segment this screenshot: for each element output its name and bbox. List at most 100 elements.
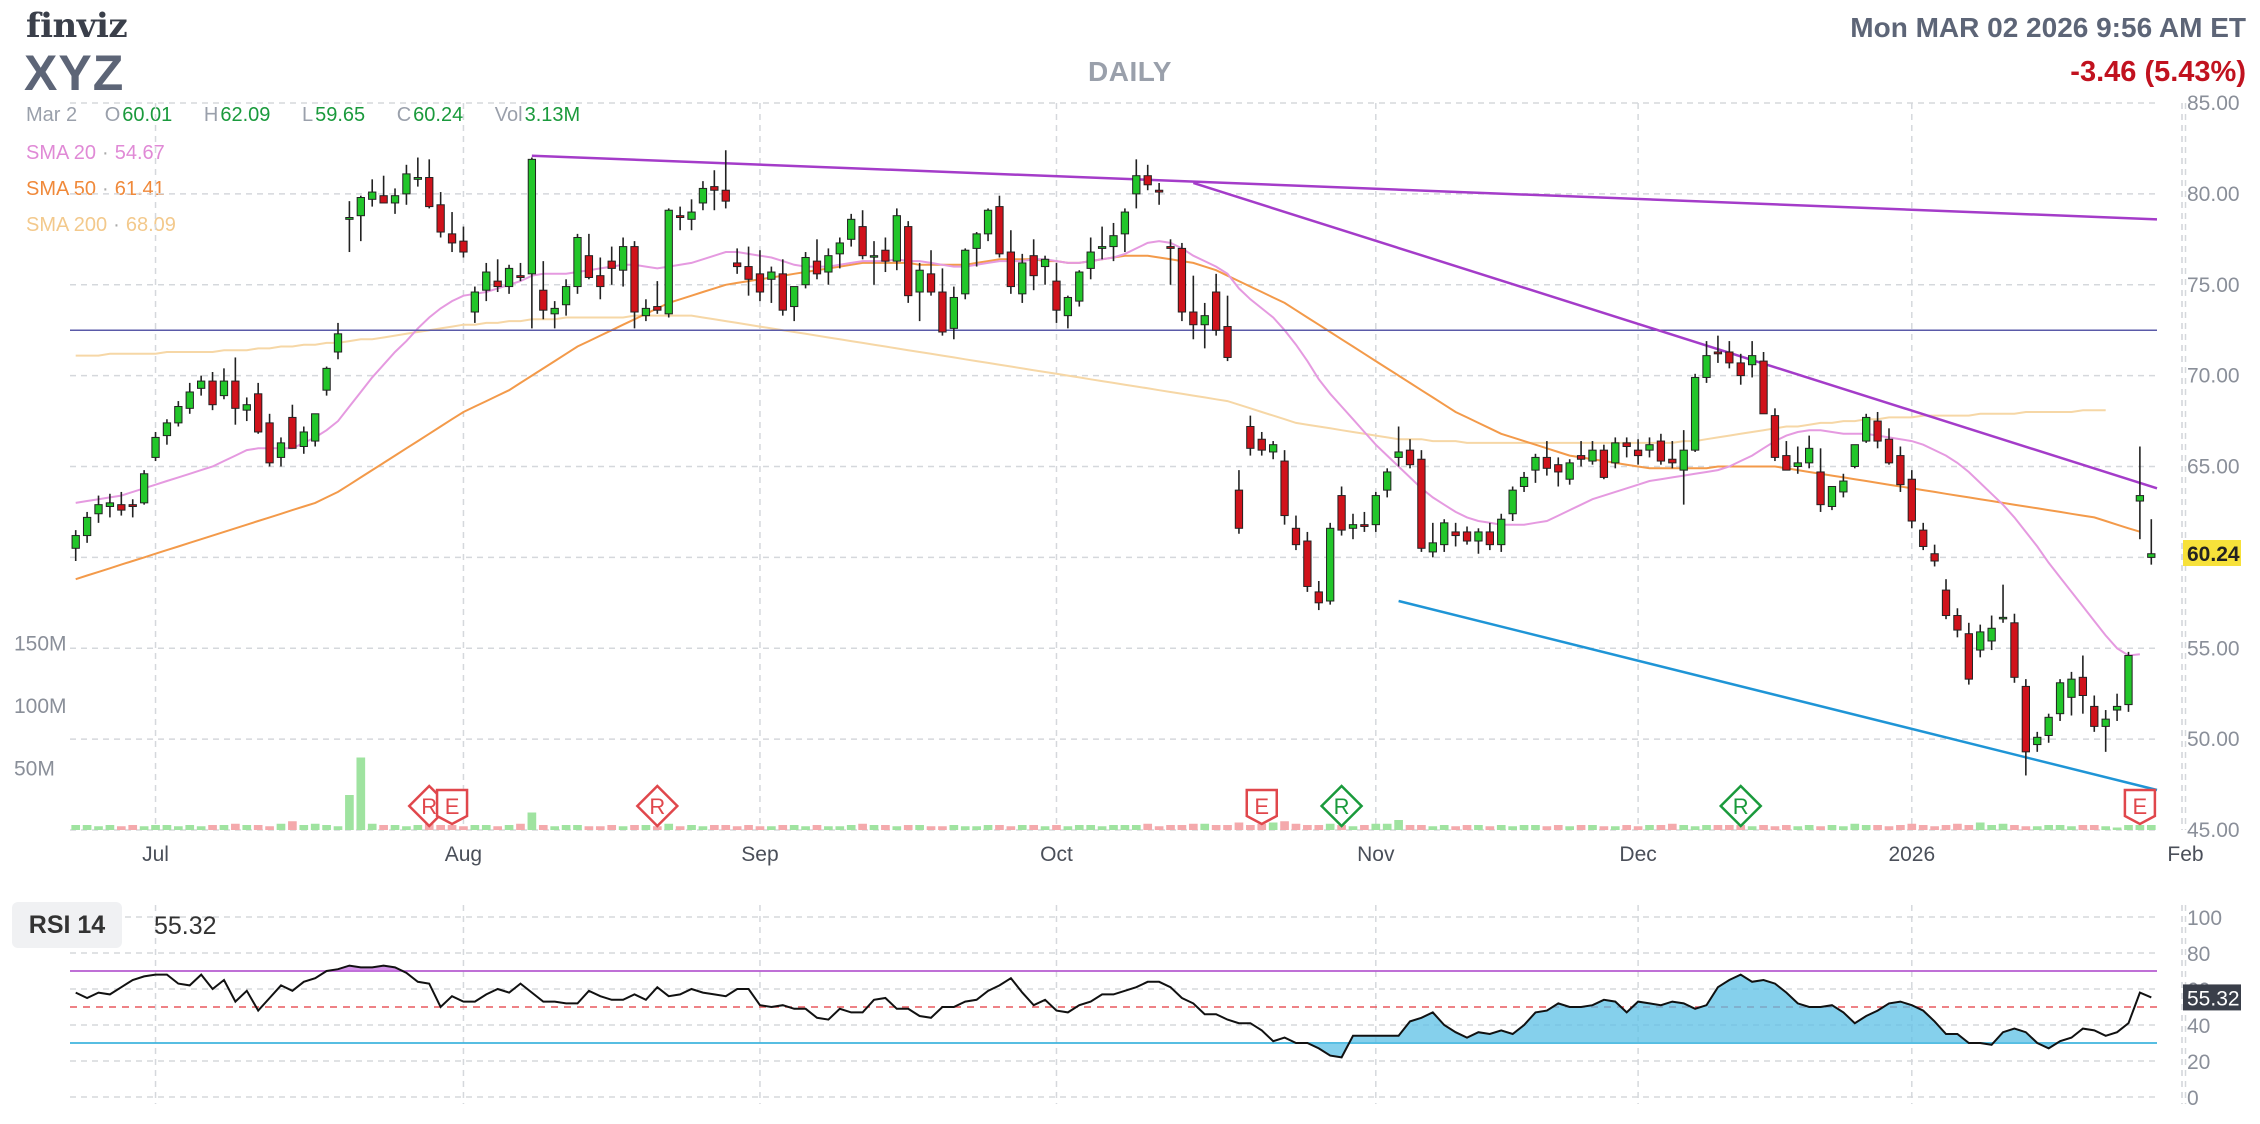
volume-bar [1246, 825, 1255, 830]
volume-bar [755, 826, 765, 830]
candle-body [1291, 527, 1301, 546]
volume-bar [1782, 825, 1791, 830]
date-tick-label: Jul [142, 843, 169, 866]
candle-body [812, 260, 822, 275]
candle-body [1702, 355, 1711, 378]
volume-bar [1667, 823, 1677, 830]
volume-bar [1166, 825, 1175, 830]
volume-bar [915, 825, 924, 830]
volume-bar [367, 823, 377, 830]
last-price-label: 60.24 [2187, 543, 2240, 566]
volume-bar [174, 826, 183, 830]
volume-bar [538, 825, 548, 830]
volume-bar [1040, 826, 1050, 830]
candle-body [1440, 522, 1449, 546]
volume-bar [926, 826, 936, 830]
volume-bar [379, 825, 388, 830]
volume-bar [698, 826, 708, 830]
sma20-legend[interactable]: SMA 20 · 54.67 [26, 142, 165, 164]
candle-body [368, 191, 377, 200]
candle-body [1976, 631, 1985, 651]
candle-body [1690, 376, 1700, 451]
volume-bar [767, 826, 776, 830]
volume-bar [1998, 823, 2008, 830]
volume-bar [1371, 823, 1381, 830]
candle-body [1120, 211, 1130, 235]
candle-body [162, 422, 172, 437]
price-tick-label: 45.00 [2187, 819, 2240, 842]
volume-bar [2089, 825, 2099, 830]
volume-bar [652, 826, 662, 830]
volume-bar [1610, 826, 1620, 830]
volume-bar [71, 825, 81, 830]
candle-body [299, 431, 308, 448]
last-price-badge [2183, 540, 2241, 567]
sma50-line [75, 254, 2141, 581]
volume-bar [1861, 825, 1871, 830]
candle-body [1337, 495, 1346, 531]
candle-body [1497, 518, 1506, 546]
volume-bar [630, 825, 639, 830]
candle-body [744, 266, 753, 280]
event-marker: R [1319, 784, 1364, 828]
candle-body [1759, 360, 1768, 415]
volume-bar [744, 825, 753, 830]
candle-body [904, 226, 913, 297]
candle-body [105, 502, 115, 507]
candle-body [1633, 449, 1643, 457]
candle-body [1816, 471, 1825, 506]
timeframe-label: DAILY [1088, 56, 1172, 87]
volume-bar [1143, 823, 1153, 830]
candle-body [2044, 716, 2053, 736]
candle-body [1280, 460, 1289, 517]
volume-bar [424, 823, 434, 830]
candle-body [527, 158, 537, 275]
candle-body [117, 504, 126, 511]
finviz-logo[interactable]: finviz [26, 6, 128, 46]
volume-bar [1804, 825, 1814, 830]
rsi-indicator-button[interactable]: RSI 14 [12, 902, 122, 948]
candle-body [1805, 447, 1814, 464]
volume-bar [1508, 826, 1517, 830]
candle-body [219, 380, 229, 397]
candle-body [1052, 280, 1061, 311]
volume-bar [687, 825, 696, 830]
sma200-legend[interactable]: SMA 200 · 68.09 [26, 214, 176, 236]
sma50-legend[interactable]: SMA 50 · 61.41 [26, 178, 165, 200]
volume-bar [1314, 825, 1324, 830]
candle-body [664, 209, 673, 315]
candle-body [1371, 495, 1380, 526]
volume-bar [1382, 823, 1392, 830]
candle-body [767, 271, 776, 280]
sma20-line [75, 240, 2141, 657]
candle-body [1348, 524, 1358, 529]
volume-bar [1052, 825, 1061, 830]
candle-body [1645, 444, 1654, 451]
candle-body [1211, 291, 1221, 331]
candle-body [447, 233, 457, 244]
candle-body [2021, 685, 2030, 753]
volume-bar [345, 795, 354, 830]
volume-bar [1405, 825, 1415, 830]
date-tick-label: Nov [1357, 843, 1395, 866]
volume-bar [1211, 825, 1221, 830]
volume-bar [584, 826, 594, 830]
volume-bar [1029, 825, 1039, 830]
volume-bar [2021, 826, 2031, 830]
candle-body [2067, 678, 2076, 698]
volume-bar [1907, 823, 1917, 830]
volume-bar [1565, 826, 1575, 830]
candle-body [1588, 449, 1597, 462]
volume-bar [288, 821, 297, 830]
volume-bar [618, 826, 628, 830]
candle-body [1793, 462, 1802, 467]
candle-body [1166, 246, 1175, 249]
volume-bar [1576, 825, 1586, 830]
candle-body [858, 226, 867, 257]
volume-bar [1188, 823, 1198, 830]
volume-bar [2055, 825, 2065, 830]
volume-bar [1941, 825, 1951, 830]
volume-bar [1736, 825, 1746, 830]
candle-body [675, 215, 685, 219]
